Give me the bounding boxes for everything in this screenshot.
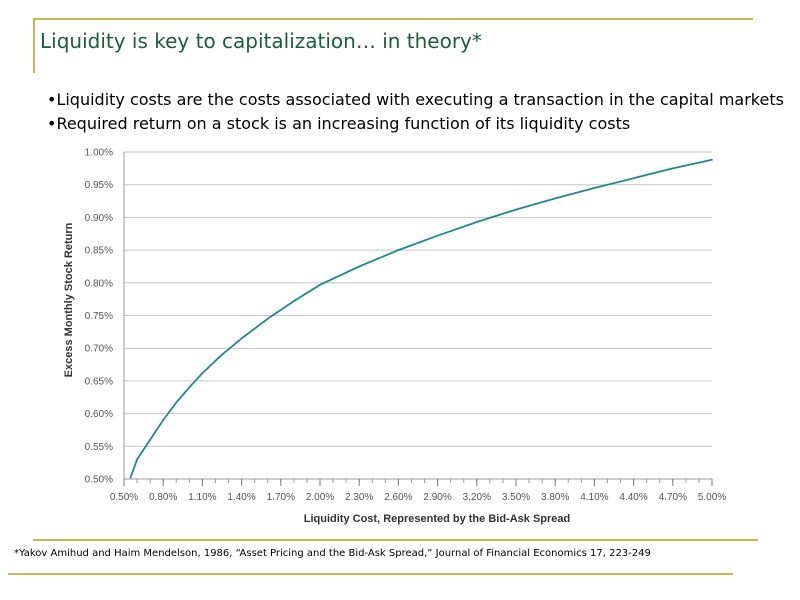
data-point xyxy=(711,159,713,161)
y-tick-label: 0.55% xyxy=(85,442,113,453)
x-tick-label: 4.40% xyxy=(619,492,647,503)
data-point xyxy=(358,265,361,268)
y-tick-label: 1.00% xyxy=(85,148,113,159)
data-point xyxy=(149,438,151,441)
x-tick-label: 0.80% xyxy=(149,492,177,503)
x-tick-label: 2.30% xyxy=(345,492,373,503)
x-tick-label: 4.70% xyxy=(659,492,687,503)
bullet-liquidity-costs: •Liquidity costs are the costs associate… xyxy=(47,90,784,109)
x-tick-label: 5.00% xyxy=(698,492,726,503)
data-point xyxy=(221,353,223,356)
data-point xyxy=(175,401,178,404)
data-point xyxy=(436,234,439,237)
data-point xyxy=(476,221,478,223)
x-tick-label: 1.70% xyxy=(267,492,295,503)
y-tick-label: 0.70% xyxy=(85,344,113,355)
data-point xyxy=(632,177,635,179)
footer-rule-top xyxy=(33,539,758,541)
data-point xyxy=(593,187,596,189)
x-tick-label: 2.60% xyxy=(384,492,412,503)
data-point xyxy=(240,337,243,340)
data-point xyxy=(266,317,269,320)
footer-rule-bottom xyxy=(8,573,733,575)
title-frame-left-rule xyxy=(33,18,35,73)
axes xyxy=(123,152,713,486)
data-point xyxy=(554,197,556,200)
y-tick-label: 0.95% xyxy=(85,180,113,191)
liquidity-return-chart: 1.00% 0.95% 0.90% 0.85% 0.80% 0.75% 0.70% 0.65%… xyxy=(63,148,726,526)
data-point xyxy=(188,386,191,389)
y-tick-label: 0.90% xyxy=(85,213,113,224)
data-point xyxy=(201,372,204,374)
x-tick-label: 3.80% xyxy=(541,492,569,503)
data-point xyxy=(162,419,164,421)
x-axis-label: Liquidity Cost, Represented by the Bid-A… xyxy=(304,513,571,525)
data-point xyxy=(129,476,132,479)
y-tick-labels: 1.00% 0.95% 0.90% 0.85% 0.80% 0.75% 0.70% 0.65%… xyxy=(85,148,113,486)
data-point xyxy=(136,458,138,461)
data-point xyxy=(293,300,295,302)
title-frame-top-rule xyxy=(33,18,753,20)
y-axis-label: Excess Monthly Stock Return xyxy=(63,222,75,377)
data-point xyxy=(319,283,321,286)
series-line xyxy=(129,158,713,479)
y-tick-label: 0.80% xyxy=(85,278,113,289)
x-tick-label: 2.90% xyxy=(423,492,451,503)
series-layer xyxy=(129,158,713,479)
data-point xyxy=(515,208,517,211)
citation-footnote: *Yakov Amihud and Haim Mendelson, 1986, … xyxy=(14,548,651,559)
data-point xyxy=(672,167,674,170)
grid-lines xyxy=(124,151,712,447)
x-tick-label: 3.20% xyxy=(463,492,491,503)
y-tick-label: 0.85% xyxy=(85,246,113,257)
x-tick-label: 3.50% xyxy=(502,492,530,503)
x-tick-label: 0.50% xyxy=(110,492,138,503)
x-tick-label: 2.00% xyxy=(306,492,334,503)
x-tick-label: 1.10% xyxy=(188,492,216,503)
x-tick-label: 1.40% xyxy=(227,492,255,503)
y-tick-label: 0.75% xyxy=(85,311,113,322)
y-tick-label: 0.60% xyxy=(85,409,113,420)
x-tick-label: 4.10% xyxy=(580,492,608,503)
y-tick-label: 0.50% xyxy=(85,475,113,486)
data-point xyxy=(397,249,400,251)
bullet-required-return: •Required return on a stock is an increa… xyxy=(47,114,631,133)
bullet-list: •Liquidity costs are the costs associate… xyxy=(47,88,784,136)
x-tick-labels: 0.50% 0.80% 1.10% 1.40% 1.70% 2.00% 2.30% 2.60%… xyxy=(110,492,726,503)
slide-title: Liquidity is key to capitalization… in t… xyxy=(40,29,482,53)
y-tick-label: 0.65% xyxy=(85,376,113,387)
